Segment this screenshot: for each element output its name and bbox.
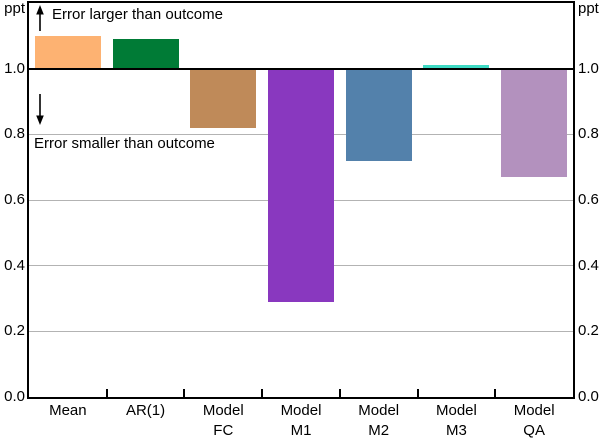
x-axis-tick — [338, 389, 341, 397]
x-axis-label: Model M2 — [358, 402, 400, 439]
bar-mean — [34, 35, 101, 69]
y-tick-label-left: 1.0 — [4, 59, 25, 77]
y-tick-label-right: 0.2 — [578, 322, 599, 340]
annotation-error-larger: Error larger than outcome — [52, 6, 223, 23]
y-tick-label-left: 0.2 — [4, 322, 25, 340]
baseline-1-0 — [29, 67, 573, 70]
bar-model-m2 — [345, 68, 412, 161]
y-tick-label-right: 0.6 — [578, 191, 599, 208]
y-tick-label-left: 0.4 — [4, 256, 25, 274]
y-tick-label-left: 0.6 — [4, 191, 25, 208]
x-axis-tick — [494, 389, 497, 397]
y-tick-label-left: 0.8 — [4, 125, 25, 143]
bar-ar-1- — [112, 39, 179, 69]
x-axis-label: Model FC — [202, 402, 244, 439]
x-axis-label: Mean — [49, 402, 87, 419]
x-axis-label: AR(1) — [125, 402, 166, 419]
x-axis-label: Model M3 — [435, 402, 477, 439]
bar-model-fc — [190, 68, 257, 128]
x-axis-label: Model M1 — [280, 402, 322, 439]
annotation-error-smaller: Error smaller than outcome — [34, 135, 215, 152]
gridline — [29, 330, 573, 332]
arrow-up-icon — [36, 5, 44, 31]
bar-model-m1 — [268, 68, 334, 302]
plot-area — [27, 1, 575, 399]
y-tick-label-right: 0.4 — [578, 256, 599, 274]
x-axis-label: Model QA — [513, 402, 555, 439]
y-tick-label-right: 1.0 — [578, 59, 599, 77]
x-axis-tick — [261, 389, 264, 397]
x-axis-tick — [105, 389, 108, 397]
y-tick-label-right: 0.8 — [578, 125, 599, 143]
y-axis-unit-left: ppt — [4, 0, 25, 17]
bar-model-qa — [501, 68, 568, 177]
y-tick-label-left: 0.0 — [4, 388, 25, 405]
arrow-down-icon — [36, 94, 44, 125]
y-axis-unit-right: ppt — [578, 0, 599, 17]
y-tick-label-right: 0.0 — [578, 388, 599, 405]
bar-model-m3 — [423, 65, 490, 69]
x-axis-tick — [416, 389, 419, 397]
x-axis-tick — [183, 389, 186, 397]
